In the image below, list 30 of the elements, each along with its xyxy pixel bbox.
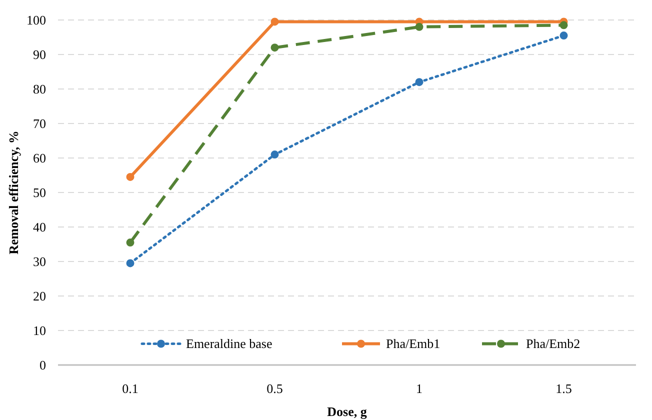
- x-tick-label: 0.5: [266, 381, 283, 396]
- legend-label: Pha/Emb1: [386, 336, 440, 351]
- point: [270, 18, 279, 26]
- point: [270, 44, 279, 52]
- point: [560, 32, 568, 40]
- y-tick-label: 30: [33, 254, 46, 270]
- y-tick-label: 0: [40, 358, 46, 373]
- point: [415, 22, 424, 31]
- y-tick-label: 100: [26, 12, 46, 28]
- y-tick-label: 40: [33, 220, 46, 235]
- legend-label: Emeraldine base: [186, 336, 272, 351]
- x-axis-title: Dose, g: [327, 404, 368, 419]
- y-tick-label: 10: [33, 323, 46, 338]
- point: [270, 150, 279, 159]
- y-tick-label: 90: [33, 47, 46, 62]
- point: [415, 78, 424, 86]
- legend-label: Pha/Emb2: [526, 336, 580, 351]
- y-tick-label: 80: [33, 82, 46, 97]
- y-axis-title: Removal efficiency, %: [6, 130, 21, 254]
- y-tick-label: 60: [33, 150, 46, 166]
- x-tick-label: 1: [416, 381, 422, 396]
- x-tick-label: 1.5: [556, 381, 572, 396]
- point: [126, 172, 134, 181]
- point: [126, 259, 134, 268]
- y-tick-label: 50: [33, 185, 46, 200]
- x-tick-label: 0.1: [122, 381, 138, 396]
- y-tick-label: 70: [33, 116, 46, 132]
- point: [560, 21, 568, 30]
- y-tick-label: 20: [33, 288, 46, 304]
- point: [126, 238, 134, 247]
